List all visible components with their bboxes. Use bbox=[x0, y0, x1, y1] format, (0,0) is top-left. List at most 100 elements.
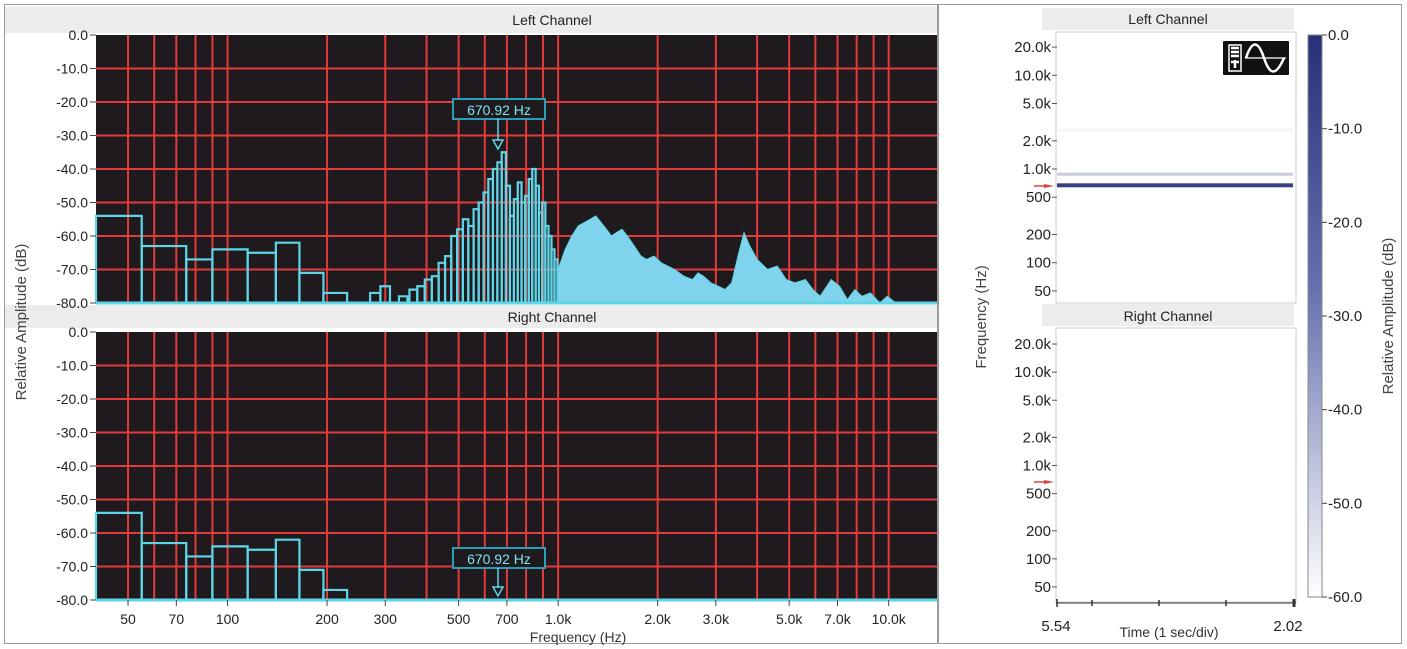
freq-tick-label: 20.0k bbox=[1014, 336, 1051, 353]
y-tick-label: 0.0 bbox=[69, 324, 89, 340]
right-marker-arrow-icon bbox=[491, 586, 505, 598]
right-frequency-pointer-icon bbox=[1044, 480, 1054, 484]
left-marker-label: 670.92 Hz bbox=[467, 102, 531, 118]
spectrum-x-axis-label: Frequency (Hz) bbox=[530, 629, 626, 645]
right-spectrogram-header bbox=[1042, 304, 1294, 326]
colorbar-ticks: 0.0 -10.0 -20.0 -30.0 -40.0 -50.0 -60.0 bbox=[1322, 27, 1362, 606]
freq-tick-label: 500 bbox=[1026, 486, 1051, 503]
colorbar-tick-label: -20.0 bbox=[1328, 214, 1362, 231]
right-spectrogram-freq-ticks: 20.0k 10.0k 5.0k 2.0k 1.0k 500 200 100 50 bbox=[1014, 336, 1057, 596]
left-spectrum-title: Left Channel bbox=[512, 12, 591, 28]
spectrogram-band bbox=[1057, 172, 1293, 176]
right-spectrogram-title: Right Channel bbox=[1124, 308, 1213, 324]
spectrogram-band bbox=[1057, 183, 1293, 188]
x-tick-label: 7.0k bbox=[824, 611, 851, 627]
y-tick-label: -80.0 bbox=[56, 592, 88, 608]
colorbar-tick-label: -50.0 bbox=[1328, 495, 1362, 512]
time-start-label: 5.54 bbox=[1041, 618, 1070, 635]
x-tick-label: 300 bbox=[374, 611, 398, 627]
freq-tick-label: 5.0k bbox=[1023, 96, 1052, 113]
colorbar-tick-label: -30.0 bbox=[1328, 308, 1362, 325]
time-axis-ticks bbox=[1056, 599, 1296, 607]
left-channel-header bbox=[5, 7, 937, 33]
right-spectrum-title: Right Channel bbox=[508, 309, 597, 325]
spectrum-y-axis-label: Relative Amplitude (dB) bbox=[13, 244, 30, 401]
y-tick-label: -40.0 bbox=[56, 161, 88, 177]
spectrum-x-ticks: 50 70 100 200 300 500 700 1.0k 2.0k 3.0k 5.0k 7.0k 1… bbox=[120, 600, 907, 627]
y-tick-label: -60.0 bbox=[56, 525, 88, 541]
freq-tick-label: 200 bbox=[1026, 523, 1051, 540]
y-tick-label: -70.0 bbox=[56, 559, 88, 575]
freq-tick-label: 10.0k bbox=[1014, 364, 1051, 381]
left-spectrum-y-ticks: 0.0 -10.0 -20.0 -30.0 -40.0 -50.0 -60.0 -70.0 -8… bbox=[56, 27, 96, 311]
left-frequency-pointer-icon bbox=[1044, 184, 1054, 188]
y-tick-label: -50.0 bbox=[56, 195, 88, 211]
y-tick-label: 0.0 bbox=[69, 27, 89, 43]
y-tick-label: -60.0 bbox=[56, 228, 88, 244]
y-tick-label: -40.0 bbox=[56, 458, 88, 474]
x-tick-label: 5.0k bbox=[776, 611, 803, 627]
right-spectrum-bars bbox=[94, 511, 349, 600]
left-spectrogram-plot bbox=[1055, 31, 1297, 304]
freq-tick-label: 100 bbox=[1026, 551, 1051, 568]
spectrum-bar bbox=[379, 285, 392, 303]
freq-tick-label: 1.0k bbox=[1023, 458, 1052, 475]
freq-tick-label: 20.0k bbox=[1014, 39, 1051, 56]
x-tick-label: 700 bbox=[495, 611, 519, 627]
freq-tick-label: 200 bbox=[1026, 227, 1051, 244]
colorbar-label: Relative Amplitude (dB) bbox=[1380, 238, 1397, 395]
y-tick-label: -50.0 bbox=[56, 492, 88, 508]
freq-tick-label: 2.0k bbox=[1023, 429, 1052, 446]
right-channel-header bbox=[5, 305, 937, 328]
colorbar-tick-label: -60.0 bbox=[1328, 589, 1362, 606]
time-axis-label: Time (1 sec/div) bbox=[1119, 624, 1218, 640]
left-frequency-marker[interactable]: 670.92 Hz bbox=[452, 98, 546, 151]
colorbar-tick-label: -40.0 bbox=[1328, 402, 1362, 419]
y-tick-label: -80.0 bbox=[56, 295, 88, 311]
y-tick-label: -70.0 bbox=[56, 262, 88, 278]
x-tick-label: 500 bbox=[447, 611, 471, 627]
right-marker-label: 670.92 Hz bbox=[467, 551, 531, 567]
freq-tick-label: 5.0k bbox=[1023, 392, 1052, 409]
x-tick-label: 2.0k bbox=[644, 611, 671, 627]
left-spectrogram-bands bbox=[1057, 128, 1293, 188]
spectrum-sine-mode-icon[interactable] bbox=[1223, 41, 1289, 75]
spectrogram-y-axis-label: Frequency (Hz) bbox=[973, 265, 990, 368]
spectrum-bar bbox=[397, 295, 409, 303]
y-tick-label: -10.0 bbox=[56, 358, 88, 374]
x-tick-label: 50 bbox=[120, 611, 136, 627]
spectrogram-band bbox=[1057, 128, 1293, 132]
freq-tick-label: 1.0k bbox=[1023, 161, 1052, 178]
x-tick-label: 10.0k bbox=[872, 611, 907, 627]
spectrum-bar bbox=[322, 291, 349, 303]
colorbar-tick-label: 0.0 bbox=[1328, 27, 1349, 44]
freq-tick-label: 50 bbox=[1034, 579, 1051, 596]
colorbar-tick-label: -10.0 bbox=[1328, 121, 1362, 138]
freq-tick-label: 100 bbox=[1026, 255, 1051, 272]
y-tick-label: -30.0 bbox=[56, 128, 88, 144]
left-spectrum-grid bbox=[96, 35, 937, 303]
x-tick-label: 70 bbox=[169, 611, 185, 627]
y-tick-label: -20.0 bbox=[56, 391, 88, 407]
x-tick-label: 100 bbox=[216, 611, 240, 627]
spectrum-bar bbox=[298, 271, 325, 303]
y-tick-label: -30.0 bbox=[56, 425, 88, 441]
y-tick-label: -20.0 bbox=[56, 94, 88, 110]
freq-tick-label: 2.0k bbox=[1023, 133, 1052, 150]
time-end-label: 2.02 bbox=[1273, 618, 1302, 635]
left-marker-arrow-icon bbox=[491, 139, 505, 151]
x-tick-label: 3.0k bbox=[703, 611, 730, 627]
freq-tick-label: 50 bbox=[1034, 283, 1051, 300]
colorbar bbox=[1307, 34, 1323, 598]
left-spectrogram-header bbox=[1042, 8, 1294, 30]
x-tick-label: 1.0k bbox=[545, 611, 572, 627]
spectrum-bar bbox=[298, 568, 325, 600]
spectrum-bar bbox=[553, 258, 559, 303]
y-tick-label: -10.0 bbox=[56, 61, 88, 77]
left-spectrogram-freq-ticks: 20.0k 10.0k 5.0k 2.0k 1.0k 500 200 100 50 bbox=[1014, 39, 1057, 300]
right-spectrum-y-ticks: 0.0 -10.0 -20.0 -30.0 -40.0 -50.0 -60.0 -70.0 -8… bbox=[56, 324, 96, 608]
x-tick-label: 200 bbox=[315, 611, 339, 627]
right-frequency-marker[interactable]: 670.92 Hz bbox=[452, 547, 546, 598]
